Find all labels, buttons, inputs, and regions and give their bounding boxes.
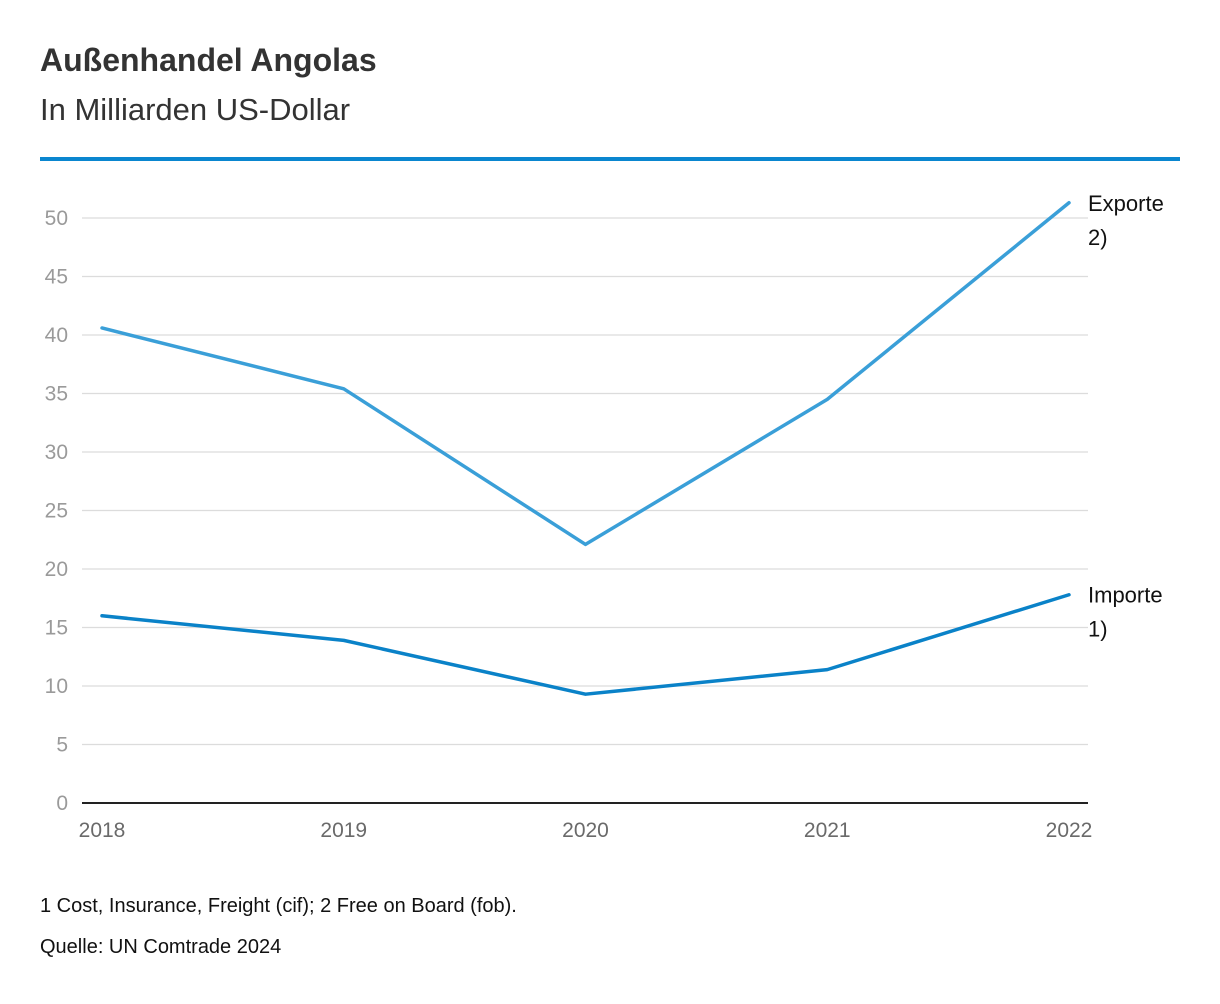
y-tick-label: 5 — [56, 734, 68, 757]
y-tick-label: 50 — [45, 207, 68, 230]
x-tick-labels: 2018 2019 2020 2021 2022 — [79, 819, 1093, 842]
y-tick-label: 0 — [56, 792, 68, 815]
y-tick-label: 45 — [45, 266, 68, 289]
series-labels: Exporte 2) Importe 1) — [1088, 191, 1164, 642]
series-note-exporte: 2) — [1088, 225, 1108, 250]
y-tick-label: 25 — [45, 500, 68, 523]
y-tick-label: 10 — [45, 675, 68, 698]
x-tick-label: 2020 — [562, 819, 609, 842]
series-note-importe: 1) — [1088, 617, 1108, 642]
y-tick-label: 30 — [45, 441, 68, 464]
y-tick-label: 20 — [45, 558, 68, 581]
y-tick-label: 35 — [45, 383, 68, 406]
y-tick-label: 40 — [45, 324, 68, 347]
gridlines — [82, 217, 1088, 804]
footnote: 1 Cost, Insurance, Freight (cif); 2 Free… — [40, 895, 517, 917]
x-tick-label: 2019 — [320, 819, 367, 842]
source-note: Quelle: UN Comtrade 2024 — [40, 936, 282, 958]
y-tick-labels: 0 5 10 15 20 25 30 35 40 45 50 — [45, 207, 68, 815]
x-tick-label: 2022 — [1046, 819, 1093, 842]
chart-title: Außenhandel Angolas — [40, 42, 377, 78]
y-tick-label: 15 — [45, 617, 68, 640]
series-label-importe: Importe — [1088, 583, 1163, 608]
series-line-exporte — [100, 201, 1071, 547]
series-label-exporte: Exporte — [1088, 191, 1164, 216]
header-rule — [40, 157, 1180, 161]
series-line-importe — [100, 592, 1071, 696]
chart-subtitle: In Milliarden US-Dollar — [40, 92, 351, 127]
series-lines — [100, 201, 1071, 696]
x-tick-label: 2018 — [79, 819, 126, 842]
x-tick-label: 2021 — [804, 819, 851, 842]
